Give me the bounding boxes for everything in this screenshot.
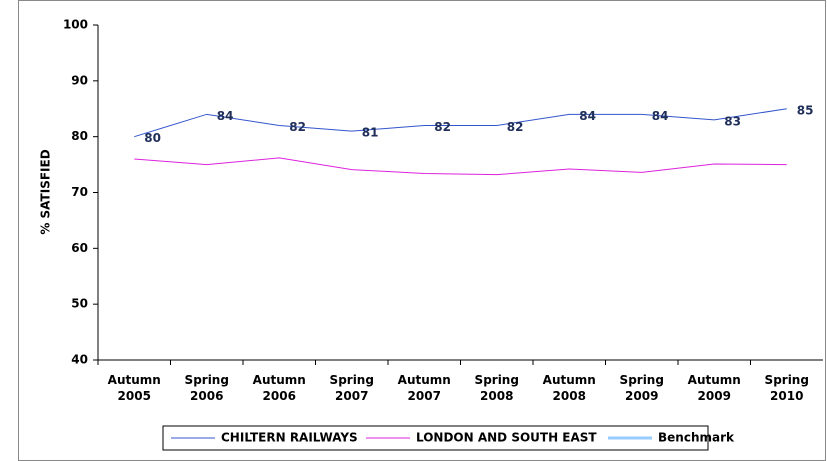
x-tick-label: Autumn 2005 [108, 373, 161, 403]
legend-label: CHILTERN RAILWAYS [221, 431, 358, 445]
data-label: 80 [144, 131, 161, 145]
data-label: 81 [362, 126, 379, 140]
legend-label: LONDON AND SOUTH EAST [416, 431, 597, 445]
y-tick-label: 40 [71, 353, 88, 367]
x-tick-label: Spring 2010 [765, 373, 809, 403]
x-tick-line: 2009 [625, 389, 658, 403]
y-tick-label: 80 [71, 129, 88, 143]
data-label: 82 [289, 120, 306, 134]
y-tick-label: 70 [71, 185, 88, 199]
x-tick-label: Autumn 2006 [253, 373, 306, 403]
x-tick-label: Spring 2006 [185, 373, 229, 403]
x-tick-label: Spring 2008 [475, 373, 519, 403]
x-tick-line: 2006 [263, 389, 296, 403]
x-tick-line: Autumn [253, 373, 306, 387]
data-label: 84 [652, 109, 669, 123]
x-tick-line: Spring [330, 373, 374, 387]
data-label: 84 [217, 109, 234, 123]
x-tick-line: Autumn [108, 373, 161, 387]
data-label: 84 [579, 109, 596, 123]
x-tick-line: 2005 [118, 389, 151, 403]
x-tick-line: Spring [475, 373, 519, 387]
x-tick-line: 2006 [190, 389, 223, 403]
x-tick-label: Autumn 2009 [688, 373, 741, 403]
x-tick-line: 2008 [480, 389, 513, 403]
x-tick-label: Spring 2007 [330, 373, 374, 403]
x-tick-line: 2007 [335, 389, 368, 403]
x-tick-line: 2010 [770, 389, 803, 403]
y-tick-label: 60 [71, 241, 88, 255]
y-tick-label: 100 [63, 18, 88, 32]
y-axis-label: % SATISFIED [39, 149, 53, 234]
x-tick-label: Autumn 2007 [398, 373, 451, 403]
x-tick-line: Autumn [398, 373, 451, 387]
data-label: 85 [797, 103, 814, 117]
x-tick-line: Autumn [543, 373, 596, 387]
series-line [134, 108, 787, 138]
x-tick-line: 2007 [408, 389, 441, 403]
x-tick-label: Spring 2009 [620, 373, 664, 403]
x-tick-line: Autumn [688, 373, 741, 387]
x-tick-line: Spring [185, 373, 229, 387]
x-tick-label: Autumn 2008 [543, 373, 596, 403]
series-line [134, 157, 787, 176]
y-tick-label: 50 [71, 297, 88, 311]
legend-label: Benchmark [658, 431, 735, 445]
x-tick-line: 2009 [698, 389, 731, 403]
data-label: 82 [434, 120, 451, 134]
data-label: 82 [507, 120, 524, 134]
y-tick-label: 90 [71, 73, 88, 87]
x-tick-line: Spring [620, 373, 664, 387]
x-tick-line: Spring [765, 373, 809, 387]
data-label: 83 [724, 114, 741, 128]
x-tick-line: 2008 [553, 389, 586, 403]
